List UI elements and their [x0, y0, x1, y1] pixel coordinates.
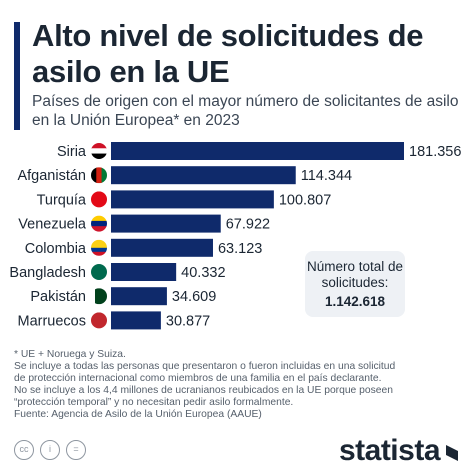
statista-logo-icon [446, 445, 458, 461]
statista-logo[interactable]: statista [338, 434, 441, 467]
value-label: 100.807 [279, 192, 331, 208]
bar-chart: Siria 181.356 Afganistán 114.344 Turquía 100.… [9, 142, 461, 330]
category-label: Siria [57, 144, 87, 160]
total-value: 1.142.618 [324, 294, 386, 309]
bar [111, 190, 274, 209]
flag-morocco-icon [91, 312, 107, 329]
footer: cc i = statista [0, 430, 474, 474]
no-derivatives-icon[interactable]: = [66, 440, 86, 460]
bar [111, 142, 404, 160]
value-label: 67.922 [226, 217, 270, 233]
footnote-line: de protección internacional como miembro… [14, 373, 382, 384]
value-label: 34.609 [172, 289, 216, 305]
bar [111, 287, 167, 306]
flag-turkey-icon [91, 191, 107, 208]
bar [111, 263, 177, 281]
bar [111, 238, 213, 257]
bar [111, 166, 296, 185]
value-label: 181.356 [409, 144, 461, 160]
flag-colombia-icon [91, 239, 107, 256]
flag-bangladesh-icon [91, 264, 107, 280]
value-label: 63.123 [218, 241, 262, 257]
value-label: 114.344 [301, 168, 352, 184]
footnote-line: * UE + Noruega y Suiza. [14, 349, 126, 360]
category-label: Venezuela [18, 217, 87, 233]
footnotes: * UE + Noruega y Suiza. Se incluye a tod… [14, 349, 444, 421]
bar [111, 311, 161, 330]
flag-syria-icon [91, 143, 107, 159]
creative-commons-icon[interactable]: cc [14, 440, 34, 460]
subtitle-text: Países de origen con el mayor número de … [32, 93, 459, 129]
flag-venezuela-icon [91, 215, 107, 232]
title-accent-bar [14, 22, 20, 130]
value-label: 30.877 [166, 313, 210, 329]
footnote-line: Se incluye a todas las personas que pres… [14, 361, 396, 372]
flag-pakistan-icon [91, 288, 107, 305]
footnote-line: No se incluye a los 4,4 millones de ucra… [14, 385, 393, 396]
footnote-line: “protección temporal” y no necesitan ped… [14, 397, 294, 408]
attribution-icon[interactable]: i [40, 440, 60, 460]
category-label: Marruecos [18, 313, 87, 329]
category-label: Colombia [25, 241, 87, 257]
bar [111, 214, 221, 233]
source-line: Fuente: Agencia de Asilo de la Unión Eur… [14, 409, 262, 420]
category-label: Pakistán [30, 289, 86, 305]
flag-afghanistan-icon [91, 167, 107, 184]
category-label: Bangladesh [9, 265, 86, 281]
value-label: 40.332 [181, 265, 225, 281]
category-label: Turquía [37, 192, 87, 208]
total-label: Número total de solicitudes: [306, 259, 404, 290]
chart-title: Alto nivel de solicitudes de asilo en la… [32, 18, 424, 89]
category-label: Afganistán [17, 168, 86, 184]
chart-subtitle: Países de origen con el mayor número de … [32, 92, 462, 130]
total-box: Número total de solicitudes: 1.142.618 [305, 251, 405, 317]
